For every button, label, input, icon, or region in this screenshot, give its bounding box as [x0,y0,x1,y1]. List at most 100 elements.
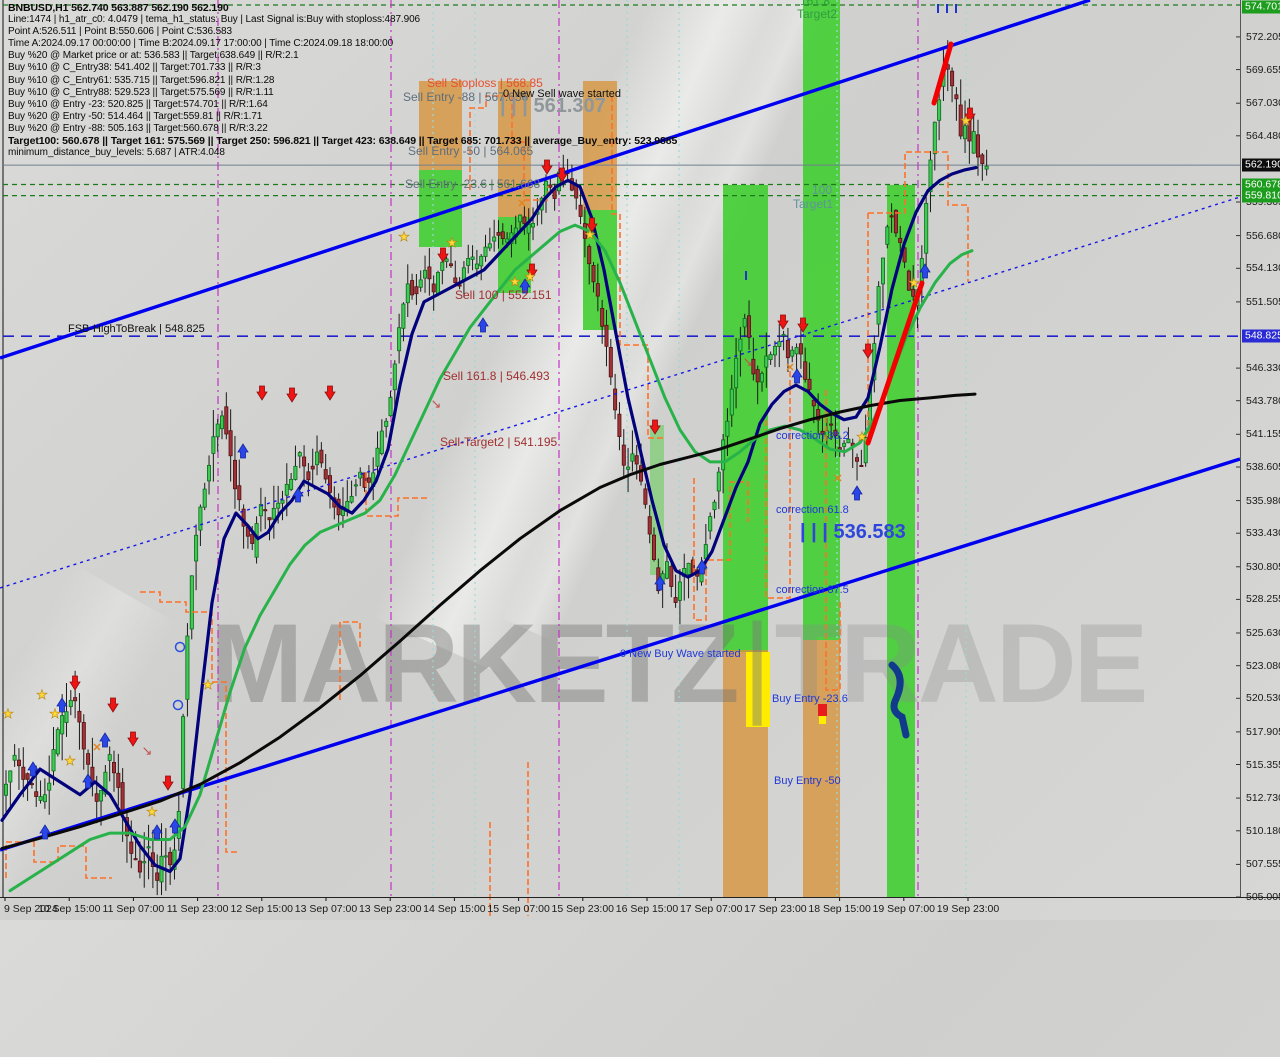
candle-bear [643,488,648,505]
candle-bear [617,413,622,438]
candle-bull [422,269,427,279]
price-tick-label: 538.605 [1246,461,1280,473]
sell-arrow-icon [777,314,789,330]
candle-bear [820,430,825,435]
candle-bull [760,373,765,383]
candle-bear [911,288,916,297]
sell-arrow-icon [286,387,298,403]
candle-bear [906,270,911,291]
candle-bear [976,134,981,158]
signal-zone-green [723,185,768,652]
time-tick-label: 11 Sep 23:00 [166,903,229,915]
signal-zone-green [887,185,915,897]
candle-bull [181,716,186,789]
candle-bull [721,439,726,471]
candle-bear [578,204,583,217]
buy-arrow-icon [56,697,68,713]
candle-bear [600,307,605,327]
candle-bear [81,722,86,750]
candle-bull [738,338,743,352]
candle-bull [435,272,440,295]
candle-bear [21,766,26,780]
stop-trail-line [765,368,791,599]
candle-bull [194,534,199,562]
time-tick-label: 17 Sep 07:00 [679,903,743,915]
candle-bear [448,263,453,267]
price-tick-label: 530.805 [1246,560,1280,573]
candle-bull [677,581,682,601]
candle-bear [833,429,838,437]
candle-bull [686,562,691,575]
candle-bull [492,236,497,242]
sell-arrow-icon [649,419,661,435]
mini-flag-icon [819,716,826,724]
candle-bull [68,700,73,708]
signal-zone-orange [803,640,840,897]
candle-bear [837,447,842,450]
signal-zone-green [803,0,840,640]
candle-bear [669,566,674,587]
candle-bull [388,397,393,417]
candle-bull [297,452,302,457]
time-axis[interactable]: 9 Sep 2024 10 Sep 15:00 11 Sep 07:00 11 Sep… [0,897,1280,921]
candle-bull [716,471,721,492]
star-signal-icon: ★ [64,753,76,768]
candle-bull [375,447,380,467]
candle-bear [228,430,233,457]
candle-bull [401,303,406,329]
candle-bear [591,264,596,283]
candle-bull [55,729,60,755]
stop-trail-line [611,96,664,439]
candle-bear [414,286,419,295]
candle-bull [142,861,147,864]
time-tick-label: 19 Sep 07:00 [872,903,936,915]
candle-bull [470,256,475,260]
candle-bear [34,791,39,797]
candle-bear [829,423,834,426]
diag-arrow-icon: ↘ [142,743,153,758]
sell-arrow-icon [256,385,268,401]
candle-bear [608,346,613,378]
buy-arrow-icon [39,824,51,840]
candle-bull [842,442,847,447]
candle-bear [29,783,34,786]
stop-trail-line [868,151,969,282]
candle-bear [112,762,117,774]
candle-bull [189,575,194,630]
candle-bear [250,533,255,544]
star-signal-icon: ★ [146,804,158,819]
candle-bull [219,415,224,430]
candle-bull [42,794,47,803]
candle-bear [237,485,242,501]
time-tick-label: 19 Sep 23:00 [936,903,1000,915]
price-axis[interactable]: 572.205569.655567.030564.480559.305556.6… [1240,0,1280,903]
candle-bull [284,483,289,496]
candle-bull [107,754,112,761]
impulse-segment [865,280,925,446]
sell-arrow-icon [162,775,174,791]
buy-arrow-icon [169,818,181,834]
close-signal-icon: ✕ [785,362,794,374]
candle-bear [453,277,458,283]
time-tick-label: 13 Sep 07:00 [294,903,358,915]
candle-bear [673,597,678,603]
channel-top-line[interactable] [0,0,1091,360]
candle-bear [859,464,864,467]
candle-bull [984,165,989,170]
close-signal-icon: ✕ [517,198,526,210]
signal-zone-yellow [746,652,770,727]
candle-bear [120,782,125,813]
candle-bear [366,477,371,483]
sell-arrow-icon [69,675,81,691]
price-badge: 574.701 [1242,0,1280,14]
candle-bear [224,406,229,435]
price-tick-label: 510.180 [1246,824,1280,837]
channel-bottom-line[interactable] [0,457,1241,852]
chart-canvas[interactable]: ★★★★★★★ ★★ ★★★★★✕✕✕✕↘↘↘ [0,0,1280,920]
candle-bear [522,216,527,224]
ma-black-line [0,392,977,850]
candle-bear [116,772,121,788]
stop-trail-line [469,95,549,201]
price-tick-label: 533.430 [1246,527,1280,540]
